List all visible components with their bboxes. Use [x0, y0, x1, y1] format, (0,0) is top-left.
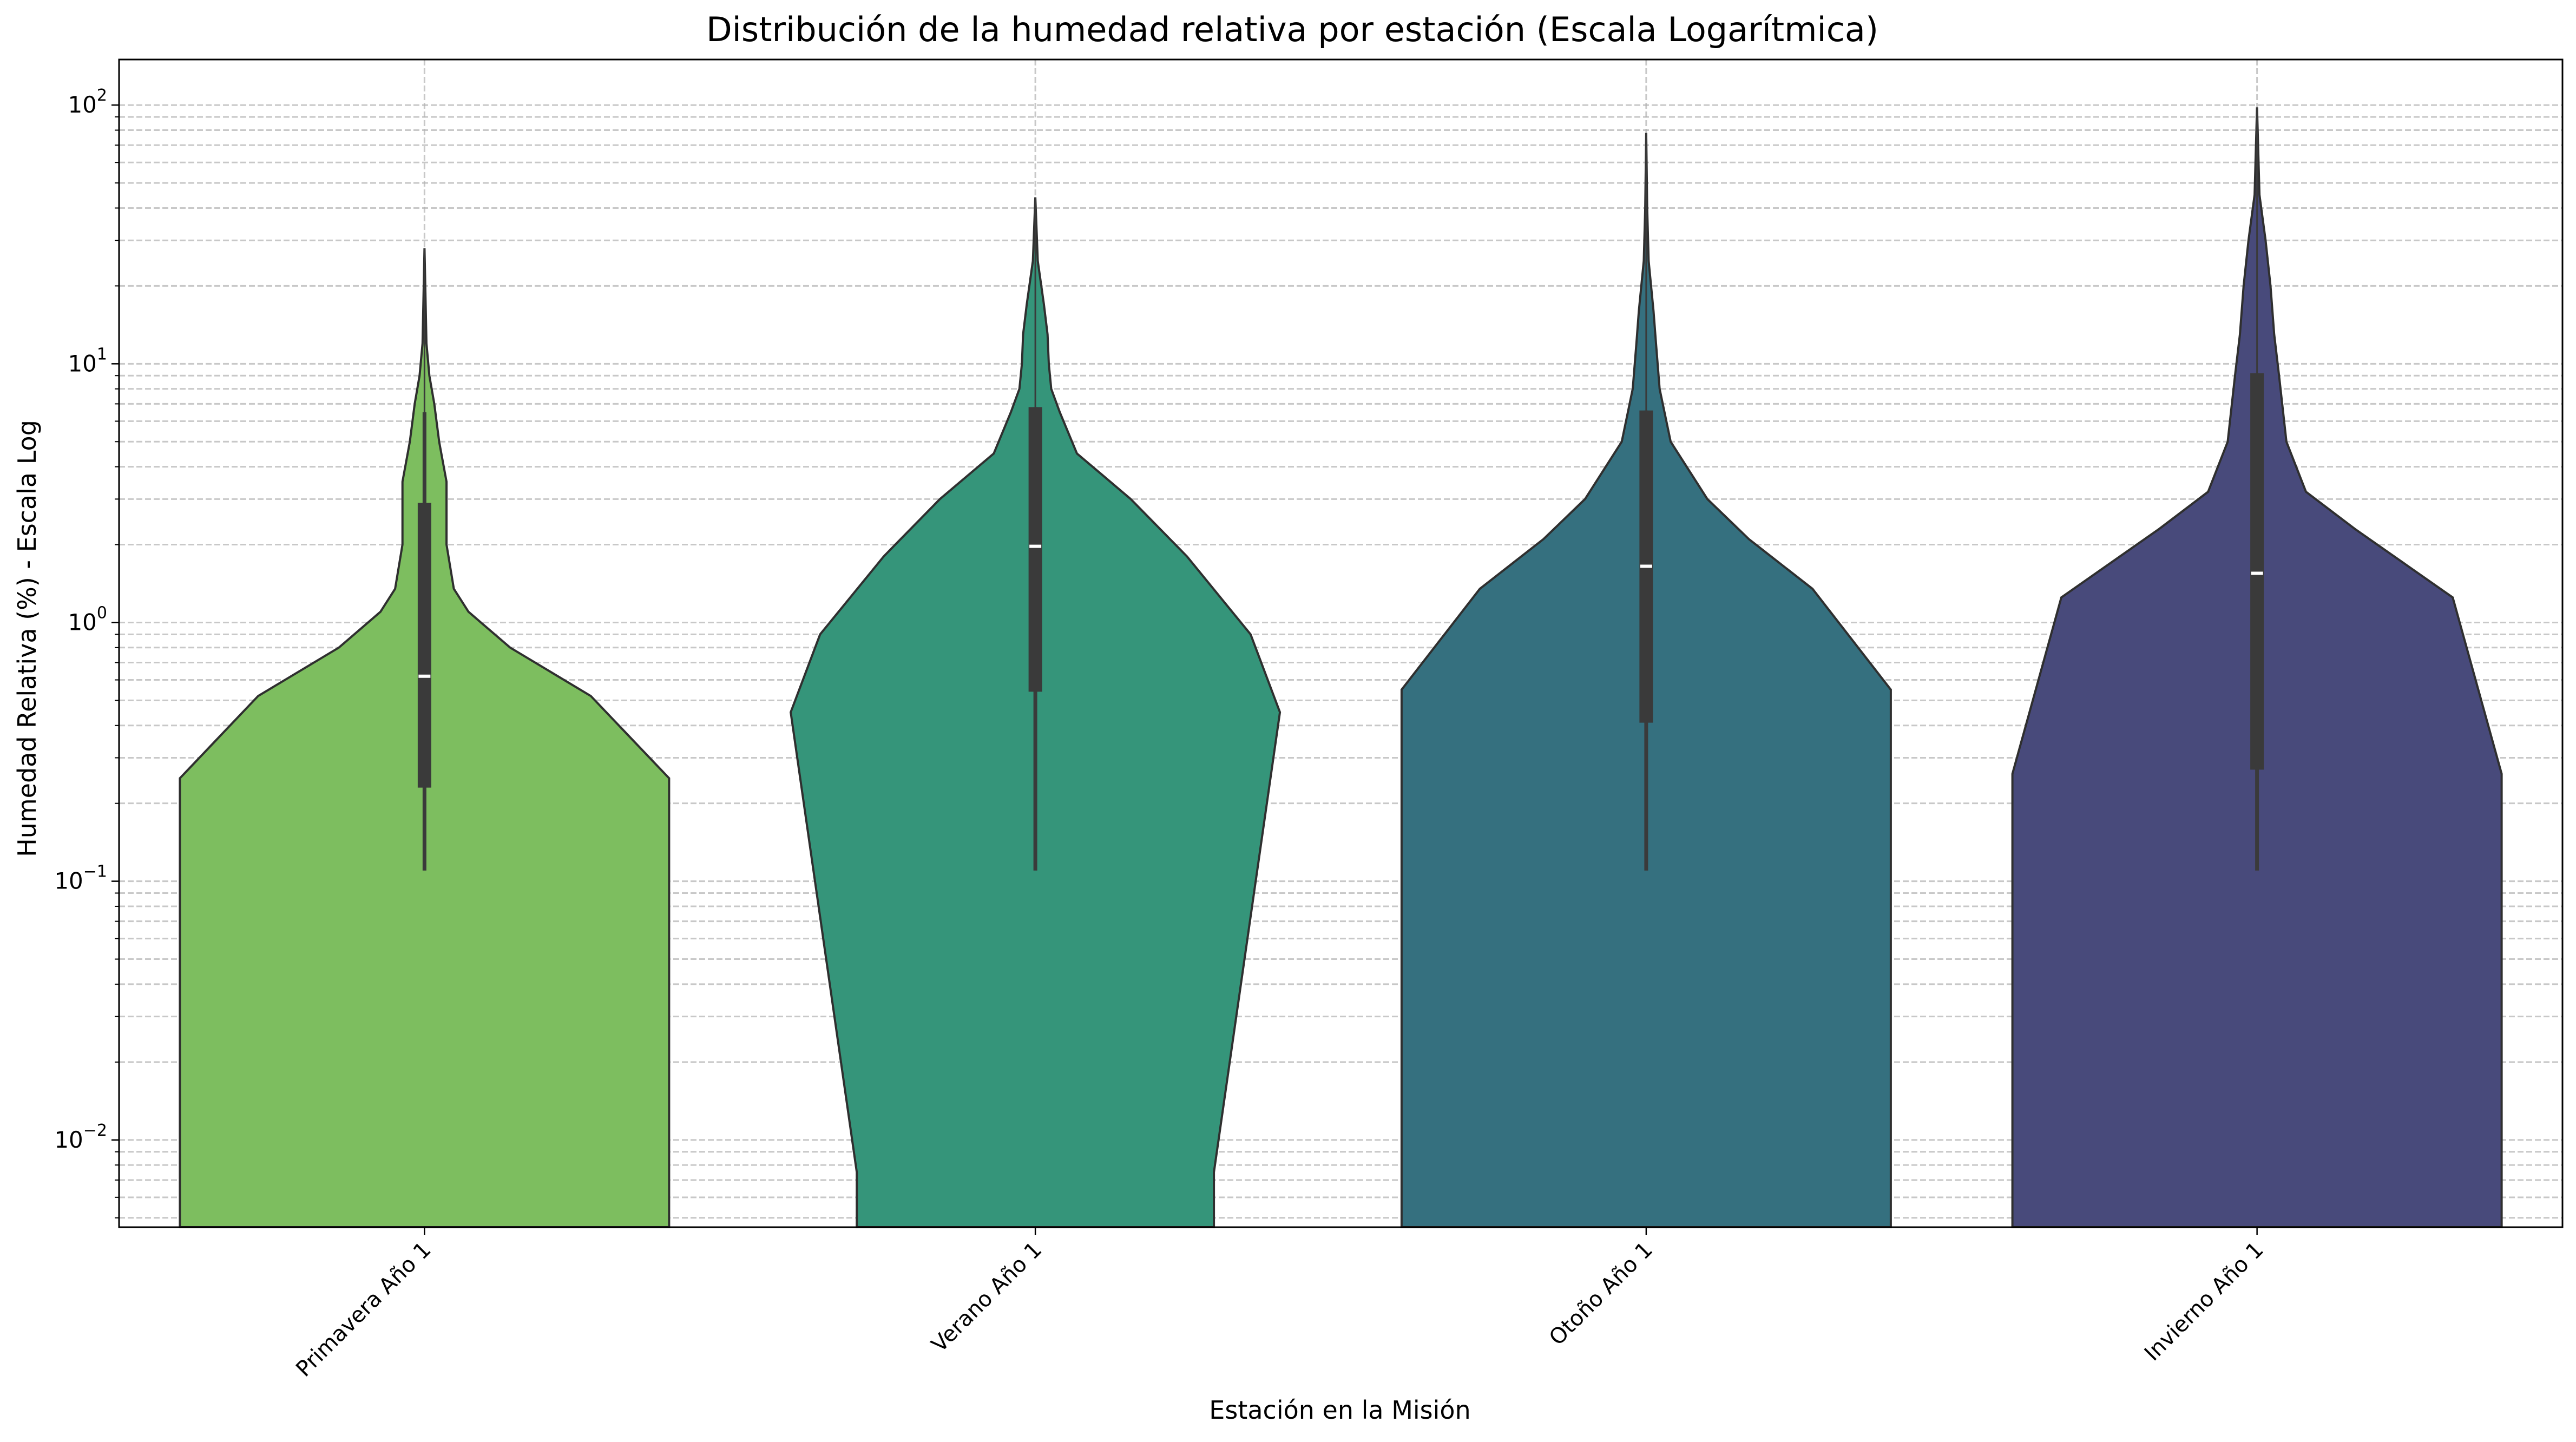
- y-tick-label: 10−2: [54, 1121, 107, 1153]
- plot-frame: [118, 58, 2564, 1228]
- violin-3: [1400, 133, 1892, 1228]
- y-tick-label: 101: [68, 345, 107, 377]
- violin-4: [2011, 107, 2503, 1228]
- y-tick-label: 100: [68, 603, 107, 635]
- y-tick-label: 10−1: [54, 862, 107, 894]
- chart-title: Distribución de la humedad relativa por …: [706, 10, 1878, 49]
- violin-2: [790, 197, 1282, 1228]
- violins: [179, 107, 2503, 1228]
- x-axis-label: Estación en la Misión: [1209, 1395, 1470, 1425]
- y-axis-label: Humedad Relativa (%) - Escala Log: [12, 420, 42, 857]
- y-tick-label: 102: [68, 86, 107, 118]
- violin-1: [179, 248, 671, 1228]
